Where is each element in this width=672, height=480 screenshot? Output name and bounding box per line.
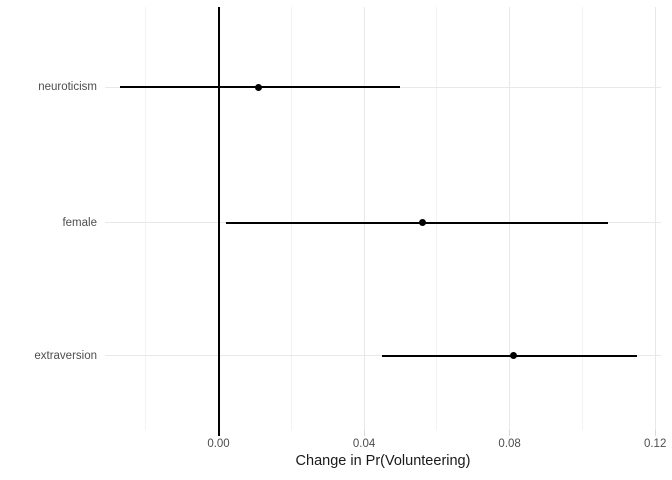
x-axis-tick: [509, 430, 511, 436]
gridline-major-vertical: [509, 7, 511, 430]
point-estimate-dot: [509, 352, 517, 360]
zero-reference-line: [217, 7, 220, 436]
x-axis-tick: [654, 430, 656, 436]
y-axis-label: female: [62, 216, 97, 229]
point-estimate-dot: [418, 219, 426, 227]
x-tick-label: 0.08: [498, 438, 521, 450]
gridline-major-vertical: [363, 7, 365, 430]
x-tick-label: 0.04: [352, 438, 376, 450]
gridline-minor-vertical: [581, 7, 583, 430]
gridline-minor-vertical: [436, 7, 438, 430]
x-axis-tick: [363, 430, 365, 436]
ci-line: [382, 354, 637, 357]
gridline-minor-vertical: [290, 7, 292, 430]
point-estimate-dot: [255, 83, 263, 91]
y-axis-label: extraversion: [34, 349, 97, 362]
ci-line: [225, 221, 608, 224]
gridline-major-vertical: [654, 7, 656, 430]
x-tick-label: 0.00: [207, 438, 230, 450]
y-axis-label: neuroticism: [38, 81, 97, 94]
gridline-minor-vertical: [145, 7, 147, 430]
x-axis-title: Change in Pr(Volunteering): [295, 453, 471, 469]
x-tick-label: 0.12: [643, 438, 667, 450]
